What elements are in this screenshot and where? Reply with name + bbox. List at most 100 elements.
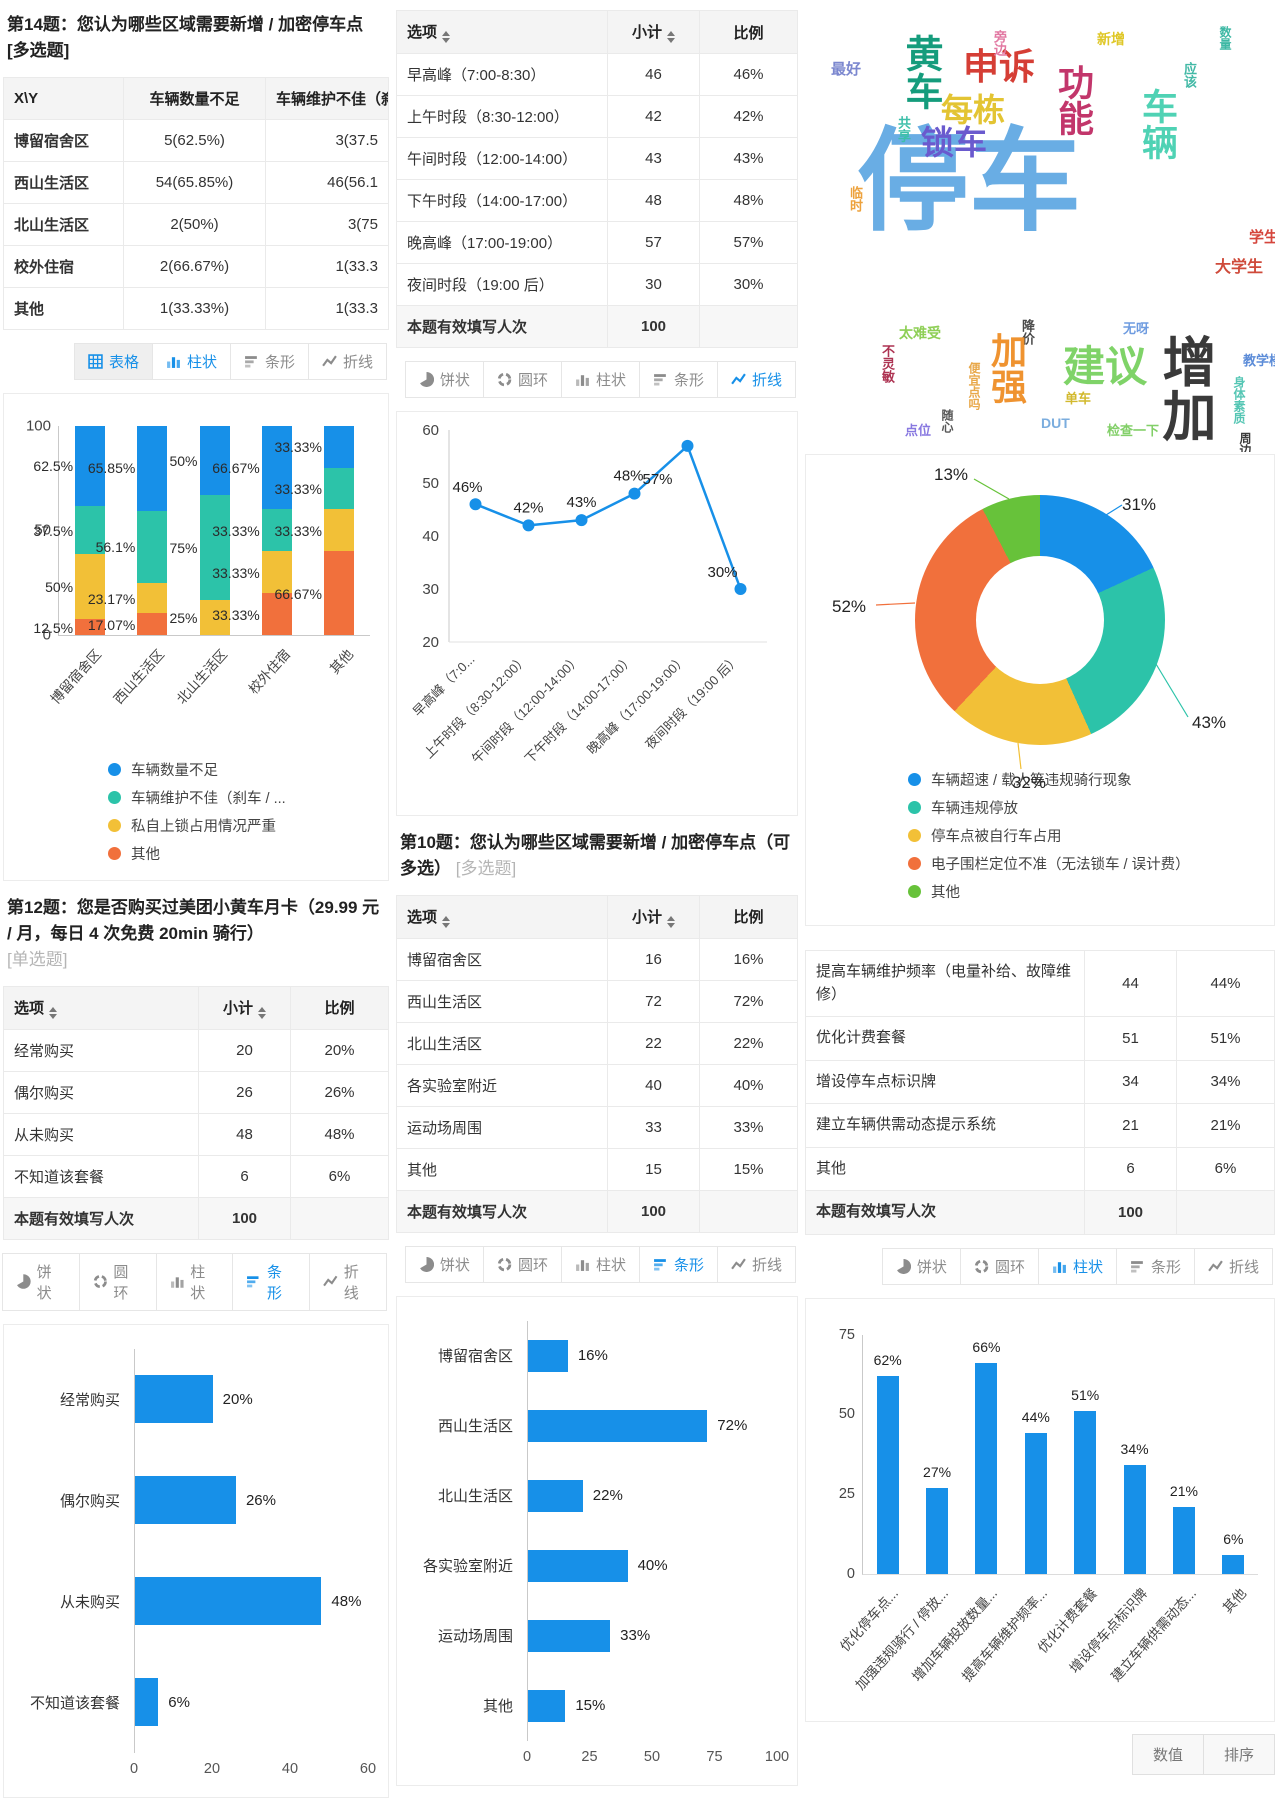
cell: 本题有效填写人次 xyxy=(805,1190,1085,1235)
tab-line[interactable]: 折线 xyxy=(307,342,387,380)
table-row: 西山生活区 54(65.85%) 46(56.1 xyxy=(3,160,389,204)
table-row: 上午时段（8:30-12:00） 42 42% xyxy=(396,95,798,138)
bar-segment xyxy=(199,495,230,600)
tab-line[interactable]: 折线 xyxy=(1193,1247,1273,1285)
data-point xyxy=(469,498,482,511)
table-row: 博留宿舍区 16 16% xyxy=(396,937,798,981)
tab-pie[interactable]: 饼状 xyxy=(404,361,484,398)
sort-icon[interactable] xyxy=(667,915,675,928)
bar-value: 48% xyxy=(331,1592,362,1610)
bar-segment xyxy=(75,618,106,635)
cell: 其他 xyxy=(3,286,124,330)
axis-tick: 0 xyxy=(522,1748,532,1765)
tab-pie[interactable]: 饼状 xyxy=(881,1247,961,1285)
cell: 2(66.67%) xyxy=(123,244,266,288)
tab-column[interactable]: 柱状 xyxy=(1037,1247,1117,1285)
cell: 1(33.3 xyxy=(265,286,389,330)
cell: 增设停车点标识牌 xyxy=(805,1059,1085,1104)
cell: 44 xyxy=(1084,950,1177,1017)
line-icon xyxy=(731,1257,746,1272)
segment-label: 33.33% xyxy=(274,522,322,539)
cloud-word: 增加 xyxy=(1154,334,1214,442)
bar-group: 66.67% 33.33% 33.33% 33.33% xyxy=(212,425,308,635)
tab-ring[interactable]: 圆环 xyxy=(78,1252,157,1311)
table-row: 午间时段（12:00-14:00） 43 43% xyxy=(396,137,798,180)
tab-label: 折线 xyxy=(343,1263,359,1302)
cell: 偶尔购买 xyxy=(3,1070,199,1114)
sort-icon[interactable] xyxy=(667,31,675,43)
tab-column[interactable]: 柱状 xyxy=(560,361,640,398)
bar-group: 65.85% 56.1% 23.17% 17.07% xyxy=(88,425,183,635)
column-header: 选项 xyxy=(407,24,438,41)
table-row: 增设停车点标识牌 34 34% xyxy=(805,1059,1275,1104)
table-header-row: 选项 小计 比例 xyxy=(396,10,798,54)
tab-line[interactable]: 折线 xyxy=(716,361,796,398)
segment-label: 33.33% xyxy=(274,480,322,497)
tab-line[interactable]: 折线 xyxy=(309,1252,387,1311)
bar: 66% xyxy=(972,1339,1000,1574)
tab-bar[interactable]: 条形 xyxy=(1115,1247,1195,1285)
column-header: X\Y xyxy=(14,89,39,107)
tab-bar[interactable]: 条形 xyxy=(638,361,718,398)
bar xyxy=(528,1339,568,1372)
sort-icon[interactable] xyxy=(442,915,451,928)
time-table: 选项 小计 比例 早高峰（7:00-8:30） 46 46% 上午时段（8:30-12:00… xyxy=(396,10,798,348)
cloud-word: 停车 xyxy=(857,119,1081,244)
sort-icon[interactable] xyxy=(49,1006,58,1019)
data-point xyxy=(681,439,694,452)
segment-label: 23.17% xyxy=(87,590,136,607)
tab-ring[interactable]: 圆环 xyxy=(959,1247,1039,1285)
cell: 43 xyxy=(607,137,700,180)
tab-column[interactable]: 柱状 xyxy=(151,342,231,380)
tab-column[interactable]: 柱状 xyxy=(155,1252,234,1311)
point-label: 57% xyxy=(642,471,672,488)
table-row: 经常购买 20 20% xyxy=(3,1028,389,1072)
bar-label: 从未购买 xyxy=(59,1593,120,1611)
chart-type-tabs: 饼状 圆环 柱状 条形 折线 xyxy=(396,1245,796,1283)
stacked-bar xyxy=(137,425,168,635)
legend-dot-icon xyxy=(908,829,921,842)
tab-label: 条形 xyxy=(264,353,295,371)
tab-pie[interactable]: 饼状 xyxy=(2,1252,80,1311)
axis-tick: 晚高峰（17:00-19:00） xyxy=(584,652,690,758)
sort-icon[interactable] xyxy=(442,31,451,43)
bar-segment xyxy=(137,612,168,635)
sort-button[interactable]: 排序 xyxy=(1202,1733,1275,1775)
axis-tick: 50 xyxy=(838,1406,855,1423)
cell: 100 xyxy=(607,1189,700,1233)
legend-item: 其他 xyxy=(908,881,1274,902)
cell: 30 xyxy=(607,263,700,306)
cell: 建立车辆供需动态提示系统 xyxy=(805,1103,1085,1148)
bar-value: 40% xyxy=(637,1557,668,1575)
table-row: 其他 6 6% xyxy=(805,1146,1275,1191)
bar-value: 6% xyxy=(168,1693,190,1711)
axis-tick: 其他 xyxy=(1220,1585,1250,1616)
tab-bar[interactable]: 条形 xyxy=(232,1252,311,1311)
bar: 62% xyxy=(874,1352,902,1574)
bar-track: 22% xyxy=(527,1460,777,1531)
legend-dot-icon xyxy=(108,818,121,832)
question-12-block: 第12题：您是否购买过美团小黄车月卡（29.99 元 / 月，每日 4 次免费 … xyxy=(2,895,389,1798)
line-icon xyxy=(322,354,337,369)
tab-pie[interactable]: 饼状 xyxy=(404,1245,484,1283)
tab-bar[interactable]: 条形 xyxy=(229,342,309,380)
tab-ring[interactable]: 圆环 xyxy=(482,1245,562,1283)
cloud-word: 身体素质 xyxy=(1232,376,1246,424)
tab-label: 圆环 xyxy=(113,1263,129,1302)
tab-bar[interactable]: 条形 xyxy=(638,1245,718,1283)
tab-table[interactable]: 表格 xyxy=(73,342,153,380)
tab-line[interactable]: 折线 xyxy=(716,1245,796,1283)
bar-track: 40% xyxy=(527,1530,777,1601)
point-label: 43% xyxy=(566,494,596,511)
tab-column[interactable]: 柱状 xyxy=(560,1245,640,1283)
legend-item: 私自上锁占用情况严重 xyxy=(108,815,380,836)
cell: 20% xyxy=(290,1028,389,1072)
bar-segment xyxy=(261,509,292,552)
segment-label: 50% xyxy=(45,579,74,596)
point-label: 30% xyxy=(707,564,737,581)
cell: 优化计费套餐 xyxy=(805,1016,1085,1061)
tab-ring[interactable]: 圆环 xyxy=(482,361,562,398)
sort-icon[interactable] xyxy=(258,1006,266,1019)
value-button[interactable]: 数值 xyxy=(1131,1733,1204,1775)
bar-icon xyxy=(653,372,668,387)
